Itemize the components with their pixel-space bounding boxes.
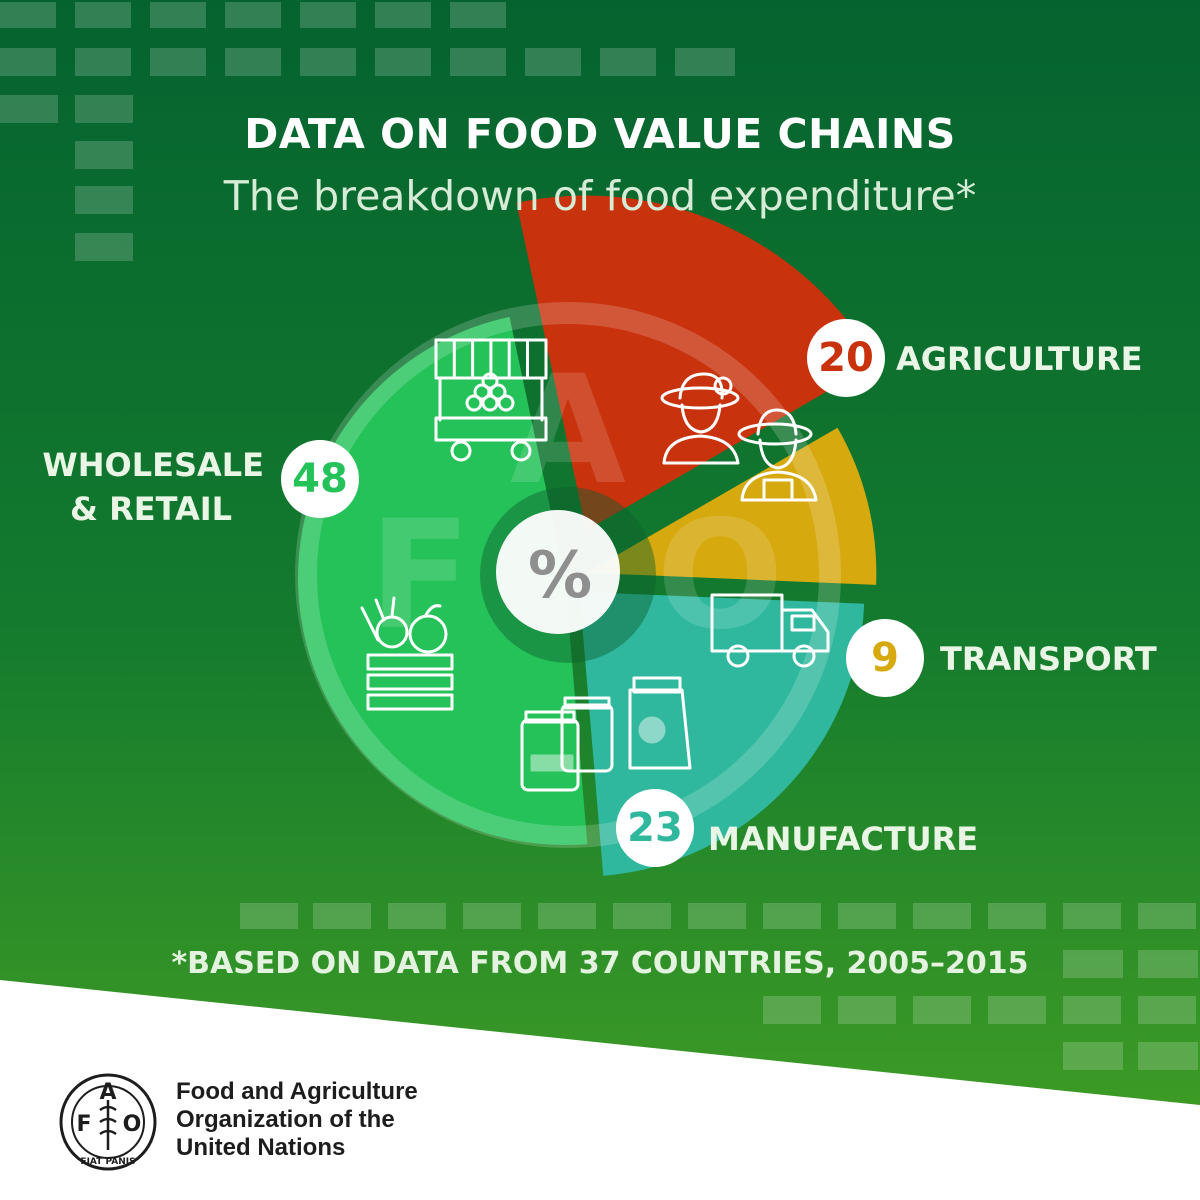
decor-block-23	[313, 903, 371, 929]
decor-block-3	[225, 2, 281, 28]
decor-block-40	[988, 996, 1046, 1024]
logo-letter-1: A	[99, 1080, 116, 1105]
wholesale-retail-label-line-1: WHOLESALE	[42, 446, 264, 484]
center-disc	[496, 510, 620, 634]
decor-block-39	[913, 996, 971, 1024]
watermark-letter-1: A	[510, 344, 626, 518]
decorative-blocks	[0, 2, 1198, 1070]
transport-label: TRANSPORT	[940, 640, 1157, 678]
wholesale-retail-label-line-2: & RETAIL	[70, 490, 232, 528]
decor-block-6	[450, 2, 506, 28]
decor-block-29	[763, 903, 821, 929]
watermark-letter-2: O	[656, 489, 784, 663]
pie-slice-wholesale-retail	[298, 316, 588, 845]
watermark-letter-0: F	[369, 489, 471, 663]
organization-name-line-3: United Nations	[176, 1134, 346, 1161]
decor-block-38	[838, 996, 896, 1024]
page-title: DATA ON FOOD VALUE CHAINS	[244, 110, 956, 158]
organization-name: Food and Agriculture Organization of the…	[176, 1078, 418, 1162]
decor-block-9	[150, 48, 206, 76]
watermark-ring	[295, 302, 841, 848]
decor-block-14	[525, 48, 581, 76]
decor-block-0	[0, 2, 56, 28]
decor-block-15	[600, 48, 656, 76]
decor-block-20	[75, 186, 133, 214]
slice-icons	[360, 338, 830, 792]
wholesale-retail-value-badge: 48	[281, 440, 359, 518]
logo-letter-2: O	[123, 1112, 142, 1137]
decor-block-10	[225, 48, 281, 76]
decor-block-44	[1138, 1042, 1198, 1070]
wholesale-retail-label: WHOLESALE & RETAIL	[38, 443, 264, 531]
decor-block-35	[1063, 950, 1123, 978]
logo-wheat-icon	[99, 1100, 117, 1150]
jars-and-bag-icon	[520, 676, 692, 792]
decor-block-33	[1063, 903, 1121, 929]
logo-ring	[59, 1073, 157, 1171]
decor-block-1	[75, 2, 131, 28]
pie-slice-transport	[586, 427, 877, 585]
market-stall-icon	[434, 338, 548, 462]
decor-block-4	[300, 2, 356, 28]
page-subtitle: The breakdown of food expenditure*	[223, 172, 977, 220]
decor-block-5	[375, 2, 431, 28]
pie-slice-agriculture	[516, 195, 877, 531]
fao-watermark: FAO	[295, 302, 841, 848]
manufacture-label: MANUFACTURE	[708, 820, 979, 858]
agriculture-value-badge: 20	[807, 319, 885, 397]
decor-block-41	[1063, 996, 1121, 1024]
decor-block-13	[450, 48, 506, 76]
decor-block-7	[0, 48, 56, 76]
organization-name-line-1: Food and Agriculture	[176, 1078, 418, 1105]
decor-block-31	[913, 903, 971, 929]
decor-block-25	[463, 903, 521, 929]
decor-block-19	[75, 141, 133, 169]
decor-block-12	[375, 48, 431, 76]
logo-letter-0: F	[76, 1112, 91, 1137]
decor-block-28	[688, 903, 746, 929]
decor-block-24	[388, 903, 446, 929]
fao-logo: FAO FIAT PANIS	[59, 1073, 157, 1171]
truck-icon	[710, 593, 830, 668]
logo-motto: FIAT PANIS	[80, 1157, 135, 1167]
decor-block-17	[0, 95, 58, 123]
decor-block-16	[675, 48, 735, 76]
decor-block-18	[75, 95, 133, 123]
decor-block-21	[75, 233, 133, 261]
decor-block-32	[988, 903, 1046, 929]
transport-value-badge: 9	[846, 619, 924, 697]
farmers-icon	[660, 372, 818, 502]
decor-block-42	[1138, 996, 1196, 1024]
decor-block-26	[538, 903, 596, 929]
logo-inner-ring	[71, 1085, 145, 1159]
footnote: *BASED ON DATA FROM 37 COUNTRIES, 2005–2…	[171, 946, 1029, 981]
decor-block-30	[838, 903, 896, 929]
decor-block-8	[75, 48, 131, 76]
decor-block-37	[763, 996, 821, 1024]
decor-block-43	[1063, 1042, 1123, 1070]
decor-block-2	[150, 2, 206, 28]
organization-name-line-2: Organization of the	[176, 1106, 395, 1133]
decor-block-22	[240, 903, 298, 929]
produce-crate-icon	[360, 596, 454, 711]
manufacture-value-badge: 23	[616, 789, 694, 867]
decor-block-36	[1138, 950, 1198, 978]
percent-symbol: %	[528, 539, 592, 613]
decor-block-27	[613, 903, 671, 929]
decor-block-34	[1138, 903, 1196, 929]
decor-block-11	[300, 48, 356, 76]
agriculture-label: AGRICULTURE	[896, 340, 1143, 378]
